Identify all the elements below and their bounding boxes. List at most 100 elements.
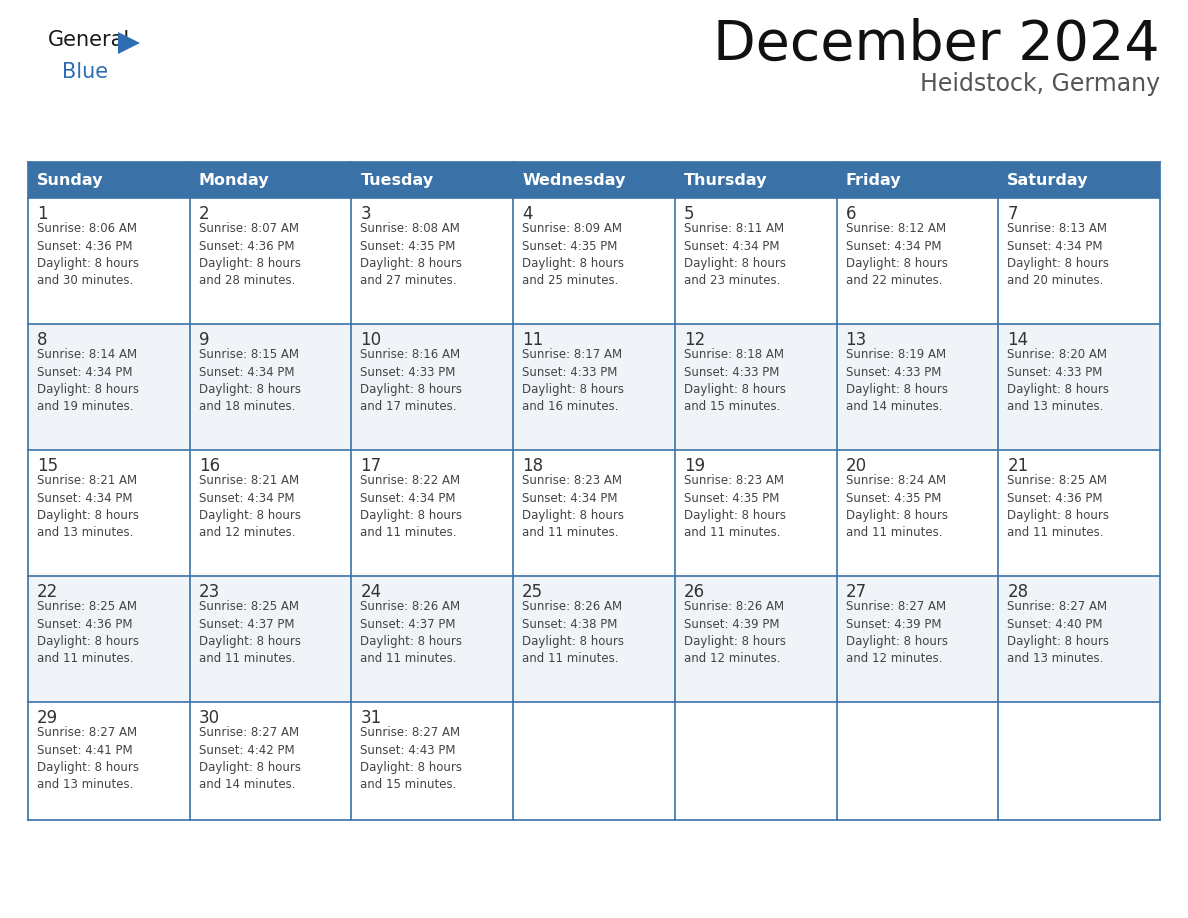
Bar [352,450,513,576]
Text: Sunrise: 8:16 AM
Sunset: 4:33 PM
Daylight: 8 hours
and 17 minutes.: Sunrise: 8:16 AM Sunset: 4:33 PM Dayligh… [360,348,462,413]
Bar [352,702,513,820]
Text: 20: 20 [846,457,867,475]
Text: 27: 27 [846,583,867,601]
Bar [190,450,352,576]
Text: Wednesday: Wednesday [523,173,626,187]
Text: 8: 8 [37,331,48,349]
Text: 29: 29 [37,709,58,727]
Polygon shape [118,32,140,54]
Bar [352,324,513,450]
Text: 26: 26 [684,583,704,601]
Bar [352,576,513,702]
Bar [513,702,675,820]
Text: Sunrise: 8:20 AM
Sunset: 4:33 PM
Daylight: 8 hours
and 13 minutes.: Sunrise: 8:20 AM Sunset: 4:33 PM Dayligh… [1007,348,1110,413]
Text: December 2024: December 2024 [713,18,1159,72]
Text: Sunrise: 8:27 AM
Sunset: 4:42 PM
Daylight: 8 hours
and 14 minutes.: Sunrise: 8:27 AM Sunset: 4:42 PM Dayligh… [198,726,301,791]
Bar [675,162,836,198]
Bar [190,324,352,450]
Text: 25: 25 [523,583,543,601]
Text: Tuesday: Tuesday [360,173,434,187]
Bar [513,450,675,576]
Text: 1: 1 [37,205,48,223]
Bar [836,324,998,450]
Bar [836,450,998,576]
Text: Sunrise: 8:17 AM
Sunset: 4:33 PM
Daylight: 8 hours
and 16 minutes.: Sunrise: 8:17 AM Sunset: 4:33 PM Dayligh… [523,348,624,413]
Bar [998,324,1159,450]
Text: Sunrise: 8:14 AM
Sunset: 4:34 PM
Daylight: 8 hours
and 19 minutes.: Sunrise: 8:14 AM Sunset: 4:34 PM Dayligh… [37,348,139,413]
Bar [190,702,352,820]
Bar [998,576,1159,702]
Text: 7: 7 [1007,205,1018,223]
Text: 28: 28 [1007,583,1029,601]
Text: Sunrise: 8:22 AM
Sunset: 4:34 PM
Daylight: 8 hours
and 11 minutes.: Sunrise: 8:22 AM Sunset: 4:34 PM Dayligh… [360,474,462,540]
Text: 14: 14 [1007,331,1029,349]
Text: Sunrise: 8:07 AM
Sunset: 4:36 PM
Daylight: 8 hours
and 28 minutes.: Sunrise: 8:07 AM Sunset: 4:36 PM Dayligh… [198,222,301,287]
Text: Sunrise: 8:08 AM
Sunset: 4:35 PM
Daylight: 8 hours
and 27 minutes.: Sunrise: 8:08 AM Sunset: 4:35 PM Dayligh… [360,222,462,287]
Text: 2: 2 [198,205,209,223]
Bar [675,324,836,450]
Bar [352,198,513,324]
Text: Sunrise: 8:13 AM
Sunset: 4:34 PM
Daylight: 8 hours
and 20 minutes.: Sunrise: 8:13 AM Sunset: 4:34 PM Dayligh… [1007,222,1110,287]
Text: Sunrise: 8:27 AM
Sunset: 4:41 PM
Daylight: 8 hours
and 13 minutes.: Sunrise: 8:27 AM Sunset: 4:41 PM Dayligh… [37,726,139,791]
Bar [998,162,1159,198]
Text: Sunrise: 8:26 AM
Sunset: 4:37 PM
Daylight: 8 hours
and 11 minutes.: Sunrise: 8:26 AM Sunset: 4:37 PM Dayligh… [360,600,462,666]
Bar [190,162,352,198]
Text: Heidstock, Germany: Heidstock, Germany [920,72,1159,96]
Bar [675,450,836,576]
Text: Thursday: Thursday [684,173,767,187]
Bar [513,162,675,198]
Text: Sunrise: 8:23 AM
Sunset: 4:35 PM
Daylight: 8 hours
and 11 minutes.: Sunrise: 8:23 AM Sunset: 4:35 PM Dayligh… [684,474,785,540]
Bar [29,198,190,324]
Text: Sunrise: 8:24 AM
Sunset: 4:35 PM
Daylight: 8 hours
and 11 minutes.: Sunrise: 8:24 AM Sunset: 4:35 PM Dayligh… [846,474,948,540]
Text: 5: 5 [684,205,694,223]
Bar [836,162,998,198]
Text: 12: 12 [684,331,706,349]
Text: Sunrise: 8:25 AM
Sunset: 4:36 PM
Daylight: 8 hours
and 11 minutes.: Sunrise: 8:25 AM Sunset: 4:36 PM Dayligh… [1007,474,1110,540]
Bar [29,324,190,450]
Bar [675,702,836,820]
Bar [513,198,675,324]
Text: 10: 10 [360,331,381,349]
Bar [675,576,836,702]
Text: 23: 23 [198,583,220,601]
Text: Sunrise: 8:15 AM
Sunset: 4:34 PM
Daylight: 8 hours
and 18 minutes.: Sunrise: 8:15 AM Sunset: 4:34 PM Dayligh… [198,348,301,413]
Bar [29,576,190,702]
Bar [29,450,190,576]
Text: General: General [48,30,131,50]
Bar [190,576,352,702]
Bar [836,576,998,702]
Text: 3: 3 [360,205,371,223]
Text: Sunday: Sunday [37,173,103,187]
Text: 9: 9 [198,331,209,349]
Text: 4: 4 [523,205,532,223]
Text: Sunrise: 8:09 AM
Sunset: 4:35 PM
Daylight: 8 hours
and 25 minutes.: Sunrise: 8:09 AM Sunset: 4:35 PM Dayligh… [523,222,624,287]
Text: 21: 21 [1007,457,1029,475]
Text: Friday: Friday [846,173,902,187]
Text: Sunrise: 8:26 AM
Sunset: 4:39 PM
Daylight: 8 hours
and 12 minutes.: Sunrise: 8:26 AM Sunset: 4:39 PM Dayligh… [684,600,785,666]
Bar [513,576,675,702]
Text: Sunrise: 8:11 AM
Sunset: 4:34 PM
Daylight: 8 hours
and 23 minutes.: Sunrise: 8:11 AM Sunset: 4:34 PM Dayligh… [684,222,785,287]
Text: 22: 22 [37,583,58,601]
Bar [998,702,1159,820]
Bar [836,198,998,324]
Bar [675,198,836,324]
Bar [836,702,998,820]
Text: Sunrise: 8:25 AM
Sunset: 4:36 PM
Daylight: 8 hours
and 11 minutes.: Sunrise: 8:25 AM Sunset: 4:36 PM Dayligh… [37,600,139,666]
Bar [190,198,352,324]
Text: Sunrise: 8:21 AM
Sunset: 4:34 PM
Daylight: 8 hours
and 12 minutes.: Sunrise: 8:21 AM Sunset: 4:34 PM Dayligh… [198,474,301,540]
Text: Sunrise: 8:25 AM
Sunset: 4:37 PM
Daylight: 8 hours
and 11 minutes.: Sunrise: 8:25 AM Sunset: 4:37 PM Dayligh… [198,600,301,666]
Text: Sunrise: 8:26 AM
Sunset: 4:38 PM
Daylight: 8 hours
and 11 minutes.: Sunrise: 8:26 AM Sunset: 4:38 PM Dayligh… [523,600,624,666]
Text: 18: 18 [523,457,543,475]
Text: 17: 17 [360,457,381,475]
Bar [513,324,675,450]
Text: 6: 6 [846,205,857,223]
Text: Sunrise: 8:27 AM
Sunset: 4:43 PM
Daylight: 8 hours
and 15 minutes.: Sunrise: 8:27 AM Sunset: 4:43 PM Dayligh… [360,726,462,791]
Bar [352,162,513,198]
Text: Sunrise: 8:23 AM
Sunset: 4:34 PM
Daylight: 8 hours
and 11 minutes.: Sunrise: 8:23 AM Sunset: 4:34 PM Dayligh… [523,474,624,540]
Text: Sunrise: 8:18 AM
Sunset: 4:33 PM
Daylight: 8 hours
and 15 minutes.: Sunrise: 8:18 AM Sunset: 4:33 PM Dayligh… [684,348,785,413]
Text: 16: 16 [198,457,220,475]
Bar [29,702,190,820]
Text: Sunrise: 8:12 AM
Sunset: 4:34 PM
Daylight: 8 hours
and 22 minutes.: Sunrise: 8:12 AM Sunset: 4:34 PM Dayligh… [846,222,948,287]
Text: Sunrise: 8:19 AM
Sunset: 4:33 PM
Daylight: 8 hours
and 14 minutes.: Sunrise: 8:19 AM Sunset: 4:33 PM Dayligh… [846,348,948,413]
Text: 19: 19 [684,457,704,475]
